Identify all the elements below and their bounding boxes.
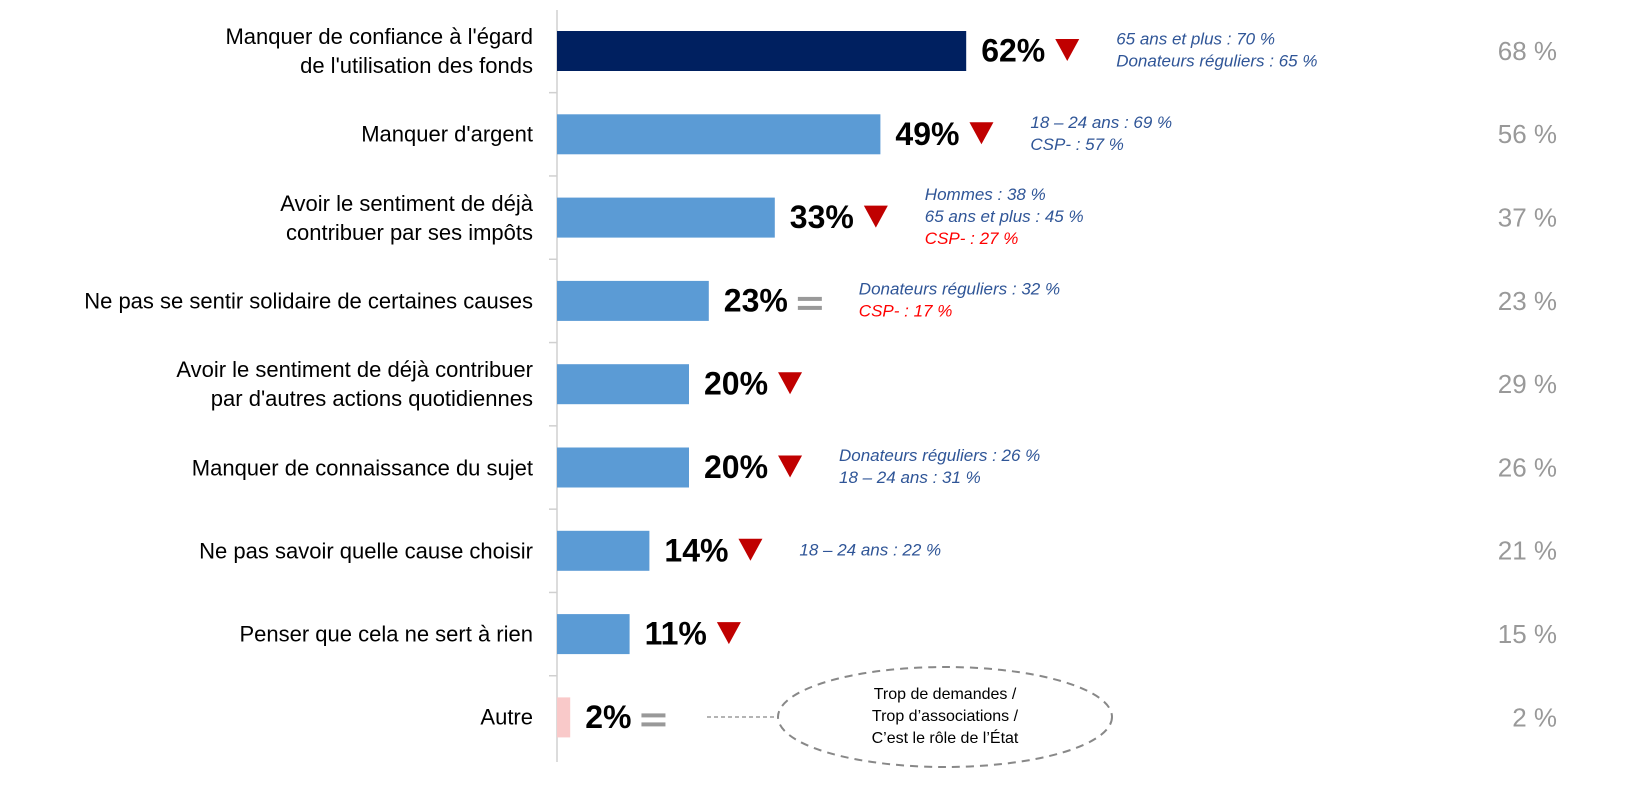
comparison-value: 15 % xyxy=(1498,619,1557,649)
annotation: 65 ans et plus : 45 % xyxy=(925,207,1084,226)
category-label: Autre xyxy=(480,704,533,730)
comparison-value: 29 % xyxy=(1498,369,1557,399)
bar xyxy=(557,697,571,738)
category-label: Manquer de confiance à l'égard de l'util… xyxy=(225,24,533,78)
trend-down xyxy=(738,538,763,561)
value-label: 33% xyxy=(790,199,854,235)
annotation: Donateurs réguliers : 32 % xyxy=(859,279,1060,298)
annotation: Donateurs réguliers : 26 % xyxy=(839,446,1040,465)
trend-down xyxy=(1055,39,1080,61)
annotation: 65 ans et plus : 70 % xyxy=(1116,29,1275,48)
value-label: 14% xyxy=(664,532,728,568)
trend-down xyxy=(863,205,888,228)
bar xyxy=(557,114,881,155)
trend-down xyxy=(716,622,741,645)
trend-equal xyxy=(641,713,666,718)
annotation: Donateurs réguliers : 65 % xyxy=(1116,51,1317,70)
category-label: Penser que cela ne sert à rien xyxy=(239,621,533,647)
comparison-value: 21 % xyxy=(1498,536,1557,566)
annotation: Hommes : 38 % xyxy=(925,185,1046,204)
value-label: 20% xyxy=(704,449,768,485)
comparison-value: 2 % xyxy=(1512,702,1557,732)
bar xyxy=(557,280,709,321)
comparison-value: 56 % xyxy=(1498,119,1557,149)
annotation: 18 – 24 ans : 22 % xyxy=(799,540,941,559)
annotation: 18 – 24 ans : 31 % xyxy=(839,468,981,487)
comparison-value: 26 % xyxy=(1498,452,1557,482)
bar xyxy=(557,31,967,71)
bar xyxy=(557,530,650,571)
value-label: 20% xyxy=(704,366,768,402)
category-label: Avoir le sentiment de déjà contribuer pa… xyxy=(176,357,533,412)
annotation: CSP- : 27 % xyxy=(925,229,1019,248)
trend-down xyxy=(969,122,994,145)
value-label: 11% xyxy=(645,616,707,652)
annotation: 18 – 24 ans : 69 % xyxy=(1030,113,1172,132)
bar xyxy=(557,364,689,405)
bar xyxy=(557,614,630,655)
trend-equal xyxy=(797,305,822,310)
bar xyxy=(557,197,775,238)
category-label: Ne pas se sentir solidaire de certaines … xyxy=(84,288,533,314)
annotation: CSP- : 57 % xyxy=(1030,135,1124,154)
category-label: Avoir le sentiment de déjà contribuer pa… xyxy=(280,190,533,245)
category-label: Manquer d'argent xyxy=(361,121,533,147)
value-label: 2% xyxy=(585,699,631,735)
callout-text: Trop de demandes / Trop d’associations /… xyxy=(871,686,1019,747)
category-label: Manquer de connaissance du sujet xyxy=(191,455,533,480)
trend-equal xyxy=(797,296,822,301)
bar xyxy=(557,447,689,488)
value-label: 49% xyxy=(895,116,959,152)
trend-equal xyxy=(641,722,666,727)
value-label: 23% xyxy=(724,282,788,318)
value-label: 62% xyxy=(981,32,1045,68)
category-label: Ne pas savoir quelle cause choisir xyxy=(199,538,533,564)
annotation: CSP- : 17 % xyxy=(859,301,953,320)
comparison-value: 23 % xyxy=(1498,286,1557,316)
trend-down xyxy=(778,455,803,478)
comparison-value: 37 % xyxy=(1498,202,1557,232)
comparison-value: 68 % xyxy=(1498,36,1557,66)
trend-down xyxy=(778,372,803,395)
